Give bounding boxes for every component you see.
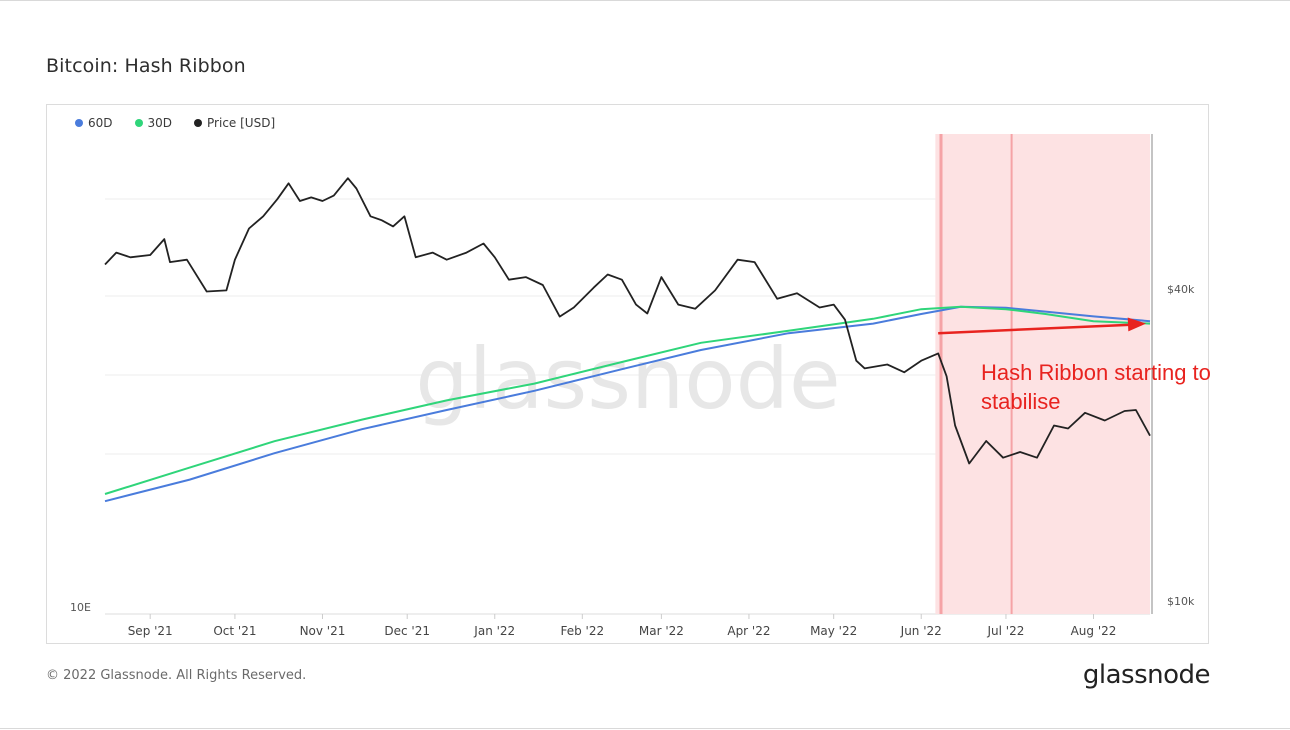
- x-tick-label-9: Jun '22: [900, 624, 942, 638]
- x-tick-label-4: Jan '22: [473, 624, 515, 638]
- legend-item-60d[interactable]: 60D: [75, 116, 113, 130]
- legend-dot-60d: [75, 119, 83, 127]
- y-right-tick-label-0: $40k: [1167, 283, 1195, 296]
- series-price-line: [104, 177, 1151, 465]
- legend-label-60d: 60D: [88, 116, 113, 130]
- legend-label-price: Price [USD]: [207, 116, 276, 130]
- x-tick-label-6: Mar '22: [639, 624, 684, 638]
- x-tick-label-3: Dec '21: [384, 624, 430, 638]
- series-30d-line: [104, 305, 1151, 495]
- chart-panel: [46, 104, 1209, 644]
- annotation-arrow-head: [1127, 317, 1146, 332]
- brand-logo[interactable]: glassnode: [1082, 660, 1211, 690]
- legend-dot-price: [194, 119, 203, 127]
- legend-item-30d[interactable]: 30D: [134, 116, 173, 130]
- bottom-rule: [0, 728, 1290, 729]
- legend-dot-30d: [134, 119, 143, 127]
- x-tick-label-11: Aug '22: [1071, 624, 1117, 638]
- x-tick-label-0: Sep '21: [128, 624, 173, 638]
- legend-label-30d: 30D: [147, 116, 173, 130]
- legend: 60D 30D Price [USD]: [75, 116, 275, 130]
- top-rule: [0, 0, 1290, 1]
- x-tick-label-1: Oct '21: [213, 624, 256, 638]
- y-right-tick-label-1: $10k: [1167, 595, 1195, 608]
- annotation-text-line2: stabilise: [981, 389, 1060, 414]
- chart-title: Bitcoin: Hash Ribbon: [46, 55, 246, 77]
- copyright-footer: © 2022 Glassnode. All Rights Reserved.: [46, 668, 307, 683]
- legend-item-price[interactable]: Price [USD]: [194, 116, 275, 130]
- highlight-region: [935, 134, 1150, 614]
- annotation-arrow-shaft: [938, 323, 1135, 335]
- x-tick-label-7: Apr '22: [727, 624, 770, 638]
- x-tick-label-8: May '22: [810, 624, 857, 638]
- annotation-text-line1: Hash Ribbon starting to: [981, 360, 1211, 385]
- x-tick-label-10: Jul '22: [987, 624, 1025, 638]
- y-left-tick-label: 10E: [70, 601, 91, 614]
- x-tick-label-5: Feb '22: [560, 624, 604, 638]
- x-tick-label-2: Nov '21: [300, 624, 346, 638]
- watermark-text: glassnode: [415, 330, 840, 428]
- series-60d-line: [104, 305, 1151, 503]
